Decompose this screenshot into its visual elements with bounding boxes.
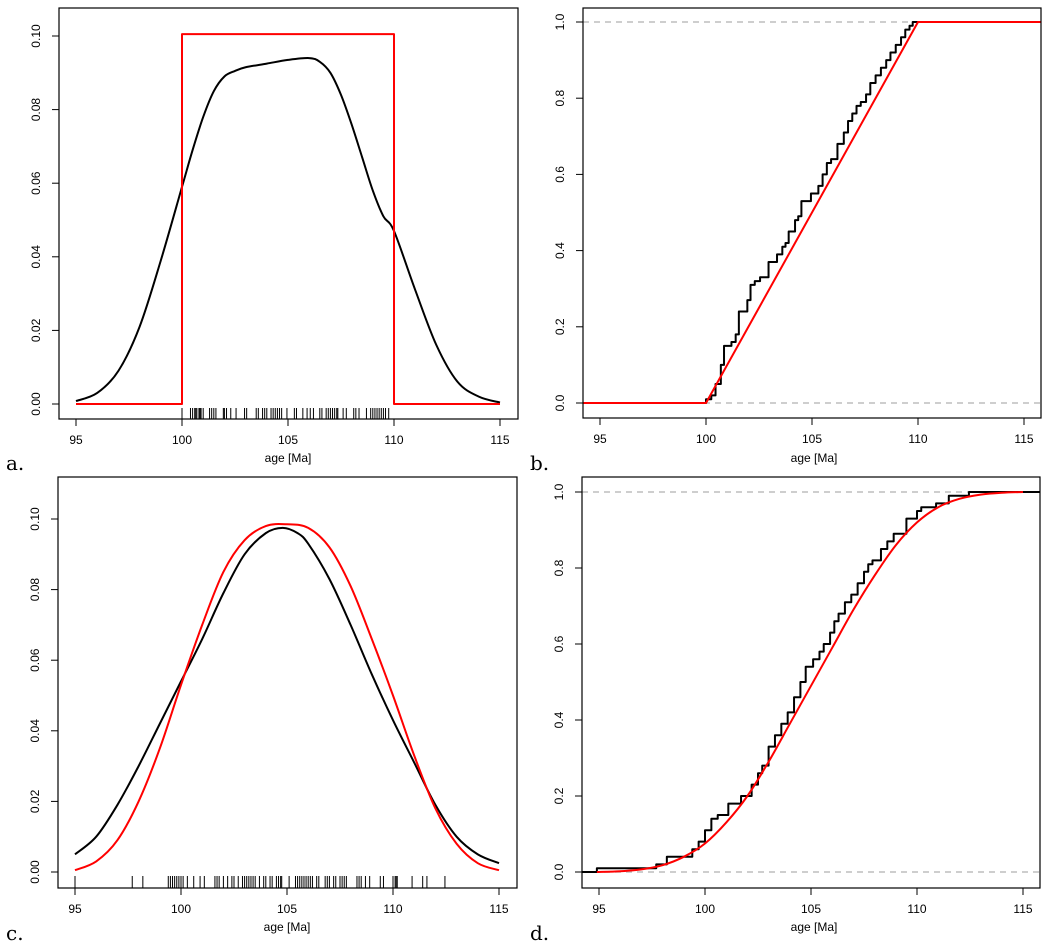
x-axis-title: age [Ma]: [265, 451, 312, 465]
y-tick-label: 0.02: [28, 789, 42, 813]
x-axis-title: age [Ma]: [791, 920, 838, 934]
y-tick-label: 0.6: [553, 166, 567, 183]
x-tick-label: 115: [1013, 902, 1032, 916]
x-tick-label: 95: [69, 433, 83, 447]
y-tick-label: 0.0: [552, 863, 566, 880]
panel-c: c. age [Ma] 95 100 105 110 115 0.00 0.02 0.04 0.…: [6, 476, 518, 945]
y-tick-label: 0.06: [29, 171, 43, 195]
panel-b: b. age [Ma] 95 100 105 110 115 0.0 0.2 0.4 0.6 0.…: [530, 7, 1042, 475]
model-curve: [76, 33, 500, 405]
panel-label: b.: [530, 451, 549, 475]
empirical-curve: [74, 526, 500, 865]
panel-label: d.: [530, 921, 549, 945]
panel-label: c.: [6, 921, 24, 945]
y-tick-label: 0.4: [552, 711, 566, 728]
plot-frame: [58, 7, 519, 420]
x-tick-label: 115: [490, 433, 509, 447]
plot-area: [75, 33, 501, 419]
x-tick-label: 105: [278, 433, 298, 447]
y-tick-label: 0.02: [29, 318, 43, 342]
y-tick-label: 0.00: [28, 860, 42, 884]
y-tick-label: 0.06: [28, 648, 42, 672]
x-tick-label: 105: [802, 432, 822, 446]
x-tick-label: 110: [907, 902, 926, 916]
y-tick-label: 0.00: [29, 392, 43, 416]
panel-a: a. age [Ma] 95 100 105 110 115 0.00 0.02 0.04 0.…: [6, 7, 519, 475]
x-tick-label: 100: [695, 902, 715, 916]
y-tick-label: 0.6: [552, 635, 566, 652]
y-tick-label: 0.08: [28, 578, 42, 602]
x-tick-label: 105: [801, 902, 821, 916]
model-curve: [583, 21, 1041, 404]
x-tick-label: 115: [489, 902, 508, 916]
x-tick-label: 100: [172, 433, 192, 447]
x-tick-label: 110: [384, 433, 403, 447]
x-axis-title: age [Ma]: [264, 920, 311, 934]
x-tick-label: 110: [383, 902, 402, 916]
y-tick-label: 0.8: [552, 559, 566, 576]
y-tick-label: 0.2: [553, 318, 567, 335]
plot-area: [582, 491, 1040, 873]
plot-area: [74, 523, 500, 888]
y-tick-label: 0.4: [553, 242, 567, 259]
x-axis-title: age [Ma]: [791, 451, 838, 465]
y-tick-label: 0.8: [553, 90, 567, 107]
empirical-curve: [582, 491, 1040, 873]
empirical-curve: [75, 57, 501, 404]
panel-d: d. age [Ma] 95 100 105 110 115 0.0 0.2 0.4 0.6 0.…: [530, 476, 1041, 945]
x-tick-label: 115: [1014, 432, 1033, 446]
y-tick-label: 0.10: [28, 507, 42, 531]
panel-label: a.: [6, 451, 24, 475]
y-tick-label: 1.0: [552, 483, 566, 500]
model-curve: [596, 491, 1024, 873]
y-tick-label: 0.08: [29, 98, 43, 122]
plot-area: [583, 21, 1041, 404]
model-curve: [74, 523, 500, 872]
y-tick-label: 1.0: [553, 13, 567, 30]
x-tick-label: 110: [908, 432, 927, 446]
x-tick-label: 100: [696, 432, 716, 446]
x-tick-label: 95: [593, 432, 607, 446]
x-tick-label: 100: [171, 902, 191, 916]
empirical-curve: [583, 21, 1041, 404]
y-tick-label: 0.2: [552, 787, 566, 804]
x-tick-label: 95: [592, 902, 606, 916]
x-tick-label: 95: [68, 902, 82, 916]
y-tick-label: 0.10: [29, 24, 43, 48]
x-tick-label: 105: [277, 902, 297, 916]
y-tick-label: 0.04: [28, 719, 42, 743]
y-tick-label: 0.04: [29, 245, 43, 269]
plot-frame: [581, 476, 1041, 889]
y-tick-label: 0.0: [553, 394, 567, 411]
